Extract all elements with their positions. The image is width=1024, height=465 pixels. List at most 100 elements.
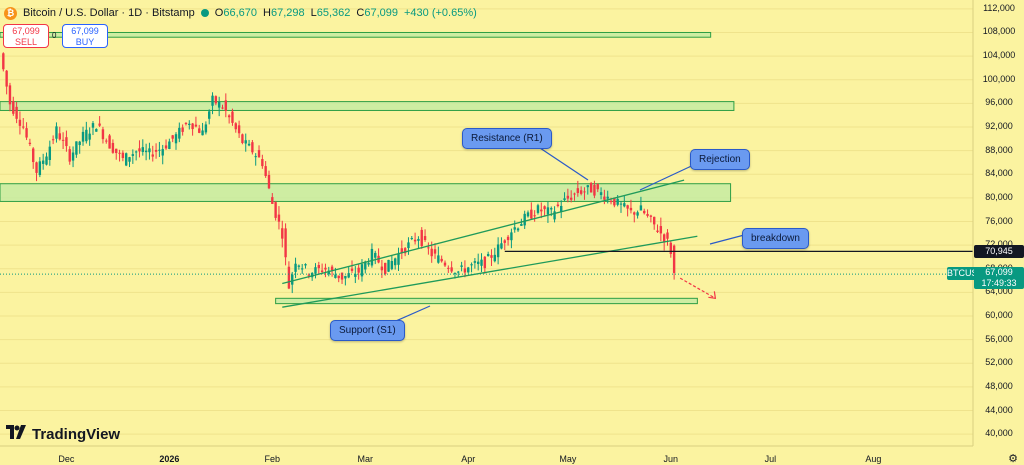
candle-body [181,127,184,132]
candle-body [208,111,211,119]
rejection-callout: Rejection [690,149,750,170]
candle-body [563,198,566,200]
symbol-title[interactable]: Bitcoin / U.S. Dollar · 1D · Bitstamp [23,7,195,19]
sell-button[interactable]: 67,099 SELL [3,24,49,48]
channel-trendline [282,235,698,308]
candle-body [473,261,477,263]
candle-body [78,141,81,145]
sell-price: 67,099 [12,26,40,36]
candle-body [51,139,55,141]
price-tick-label: 100,000 [982,73,1016,84]
candle-body [520,223,523,226]
time-tick-label: Aug [865,454,882,464]
candle-body [500,243,503,249]
candle-body [158,149,161,151]
symbol-tag: BTCUSD [947,267,985,280]
candle-body [41,160,45,164]
low-label: L [310,7,317,19]
breakdown-pointer [709,233,749,245]
close-label: C [356,7,365,19]
candle-body [307,274,311,276]
chart-grid [0,8,973,435]
candle-body [314,267,317,274]
candle-body [75,141,78,155]
candle-body [267,175,271,189]
candle-body [271,197,274,204]
candle-body [596,184,599,190]
buy-button[interactable]: 67,099 BUY [62,24,108,48]
candle-body [244,140,247,144]
candle-body [71,152,75,161]
candle-body [447,267,450,269]
last-price-value: 67,099 [985,267,1013,277]
last-price-tag: 67,099 17:49:33 [974,267,1024,289]
candle-body [337,275,340,279]
candle-body [257,150,261,158]
candle-body [540,209,543,212]
high-value: 67,298 [270,7,305,19]
candle-body [586,185,589,188]
candle-body [317,265,320,269]
candle-body [164,145,168,149]
candle-body [659,226,663,234]
candle-body [490,255,493,258]
candle-body [211,95,214,106]
candle-body [221,107,224,109]
candle-body [264,166,267,177]
candle-body [108,135,111,149]
candle-body [666,232,669,239]
time-tick-label: May [559,454,577,464]
candle-body [649,215,653,217]
candle-body [397,253,400,265]
candle-body [174,134,178,144]
settings-gear-icon[interactable]: ⚙ [1008,453,1018,465]
candle-body [433,249,437,254]
sell-label: SELL [14,37,38,47]
candle-body [543,206,546,210]
candle-body [646,213,649,216]
candle-body [623,203,626,207]
candle-body [291,274,294,285]
tradingview-brand[interactable]: TradingView [6,425,120,443]
price-zone [0,31,712,38]
candle-body [115,148,118,154]
candle-body [483,256,487,269]
candle-body [201,130,204,136]
candle-body [506,236,510,241]
candle-body [330,266,334,271]
candle-body [556,204,560,207]
candle-body [370,248,374,266]
candle-body [387,259,390,272]
candle-body [55,126,58,139]
time-tick-label: Mar [357,454,374,464]
candle-body [583,191,586,193]
candle-body [523,213,526,226]
candle-body [576,188,580,194]
buy-price: 67,099 [71,26,99,36]
candle-body [440,258,443,262]
candle-body [633,212,636,215]
candle-body [214,96,218,104]
candle-body [553,211,556,220]
candle-body [503,240,506,243]
low-value: 65,362 [316,7,351,19]
candle-body [234,123,237,130]
candle-body [427,247,430,249]
candle-body [480,259,483,266]
candle-body [626,205,629,209]
candle-body [476,261,480,265]
candle-body [22,126,25,128]
candle-body [300,268,304,270]
candle-body [420,229,423,247]
market-status-icon [200,9,209,17]
candle-body [68,149,71,162]
candle-body [493,254,497,262]
candle-body [61,139,65,141]
price-tick-label: 52,000 [985,357,1013,368]
price-zone [0,183,732,202]
candle-body [251,142,254,153]
candle-body [460,265,463,267]
candle-body [178,127,181,139]
candle-body [672,245,676,273]
